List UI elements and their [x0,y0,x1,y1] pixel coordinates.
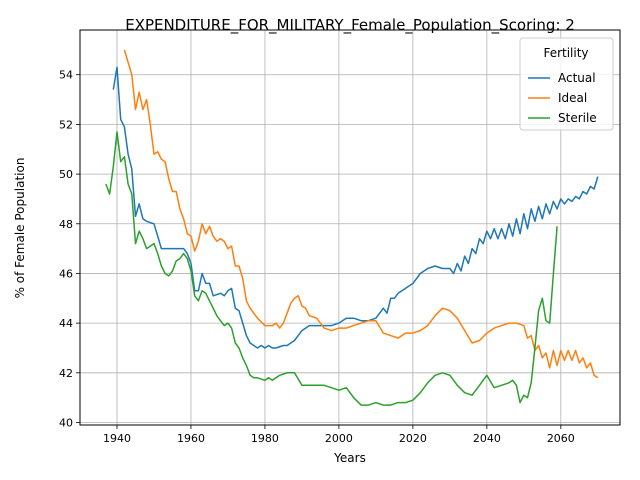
y-tick-label: 44 [59,317,73,330]
x-tick-label: 2060 [547,432,575,445]
y-tick-label: 48 [59,218,73,231]
x-tick-label: 1980 [251,432,279,445]
series-line-ideal [123,49,599,379]
x-tick-label: 2040 [473,432,501,445]
legend-label-ideal: Ideal [558,91,587,105]
y-tick-label: 42 [59,367,73,380]
x-tick-label: 2000 [325,432,353,445]
legend-title: Fertility [543,46,588,60]
series-line-actual [112,66,599,349]
chart-title: EXPENDITURE_FOR_MILITARY_Female_Populati… [125,16,575,35]
x-axis-label: Years [333,451,366,465]
y-tick-label: 50 [59,168,73,181]
y-tick-label: 40 [59,417,73,430]
x-tick-label: 1940 [103,432,131,445]
legend: Fertility Actual Ideal Sterile [519,37,614,131]
legend-label-actual: Actual [558,71,596,85]
series-line-sterile [105,131,558,406]
plot-frame [79,29,621,426]
legend-box [519,37,614,131]
y-axis-ticks: 40 42 44 46 48 50 52 54 [59,69,80,430]
y-tick-label: 54 [59,69,73,82]
series-layer [105,49,599,406]
y-tick-label: 46 [59,267,73,280]
grid [80,30,620,425]
x-tick-label: 1960 [177,432,205,445]
legend-label-sterile: Sterile [558,111,597,125]
x-tick-label: 2020 [399,432,427,445]
x-axis-ticks: 1940 1960 1980 2000 2020 2040 2060 [103,425,575,445]
y-axis-label: % of Female Population [13,158,27,299]
y-tick-label: 52 [59,118,73,131]
